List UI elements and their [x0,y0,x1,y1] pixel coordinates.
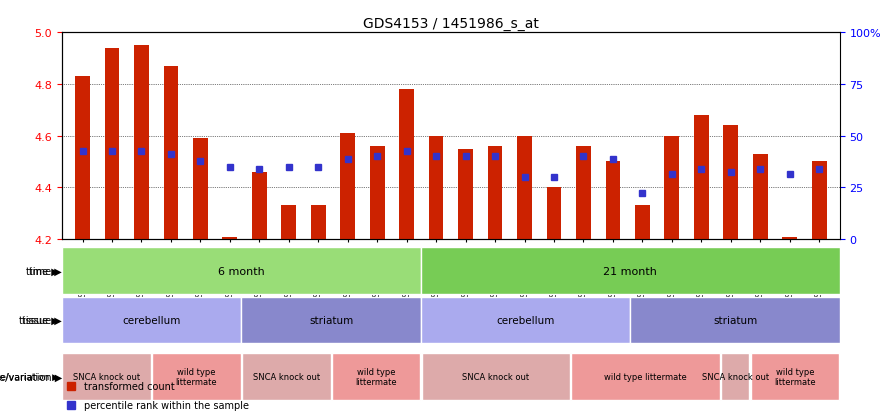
Text: striatum: striatum [713,316,758,325]
Text: transformed count: transformed count [84,381,175,391]
Text: cerebellum: cerebellum [123,316,181,325]
Bar [134,46,149,240]
Bar [635,206,650,240]
Bar [694,116,709,240]
Bar [546,188,561,240]
Bar [458,149,473,240]
Bar [753,154,767,240]
Text: genotype/variation ▶: genotype/variation ▶ [0,372,62,382]
Bar [429,136,444,240]
FancyBboxPatch shape [720,354,750,400]
Bar [340,134,355,240]
Text: percentile rank within the sample: percentile rank within the sample [84,400,249,410]
Bar [488,147,502,240]
Bar [311,206,325,240]
Bar [812,162,827,240]
Text: wild type
littermate: wild type littermate [355,367,397,386]
Bar [400,90,414,240]
Bar [193,139,208,240]
Bar [370,147,385,240]
Bar [517,136,532,240]
FancyBboxPatch shape [630,297,840,344]
Text: wild type
littermate: wild type littermate [176,367,217,386]
FancyBboxPatch shape [422,354,570,400]
Bar [223,237,237,240]
Text: 21 month: 21 month [604,266,658,276]
FancyBboxPatch shape [241,297,421,344]
Bar [665,136,679,240]
Text: wild type littermate: wild type littermate [604,372,687,381]
FancyBboxPatch shape [421,248,840,294]
FancyBboxPatch shape [62,297,241,344]
Text: 6 month: 6 month [218,266,265,276]
Text: wild type
littermate: wild type littermate [774,367,816,386]
Text: cerebellum: cerebellum [497,316,555,325]
Bar [576,147,591,240]
Bar [252,173,267,240]
FancyBboxPatch shape [751,354,839,400]
Title: GDS4153 / 1451986_s_at: GDS4153 / 1451986_s_at [363,17,538,31]
FancyBboxPatch shape [62,248,421,294]
Text: SNCA knock out: SNCA knock out [253,372,320,381]
Text: tissue ▶: tissue ▶ [19,316,58,325]
Bar [782,237,797,240]
Text: time ▶: time ▶ [29,266,62,276]
FancyBboxPatch shape [421,297,630,344]
Text: SNCA knock out: SNCA knock out [462,372,530,381]
Bar [104,48,119,240]
Text: SNCA knock out: SNCA knock out [702,372,769,381]
Text: tissue ▶: tissue ▶ [22,316,62,325]
FancyBboxPatch shape [242,354,331,400]
Bar [606,162,621,240]
FancyBboxPatch shape [332,354,420,400]
Bar [723,126,738,240]
Text: genotype/variation ▶: genotype/variation ▶ [0,372,58,381]
FancyBboxPatch shape [63,354,151,400]
FancyBboxPatch shape [152,354,240,400]
Bar [281,206,296,240]
FancyBboxPatch shape [571,354,720,400]
Bar [164,66,179,240]
Bar [75,77,90,240]
Text: SNCA knock out: SNCA knock out [73,372,141,381]
Text: time ▶: time ▶ [26,266,58,276]
Text: striatum: striatum [309,316,354,325]
